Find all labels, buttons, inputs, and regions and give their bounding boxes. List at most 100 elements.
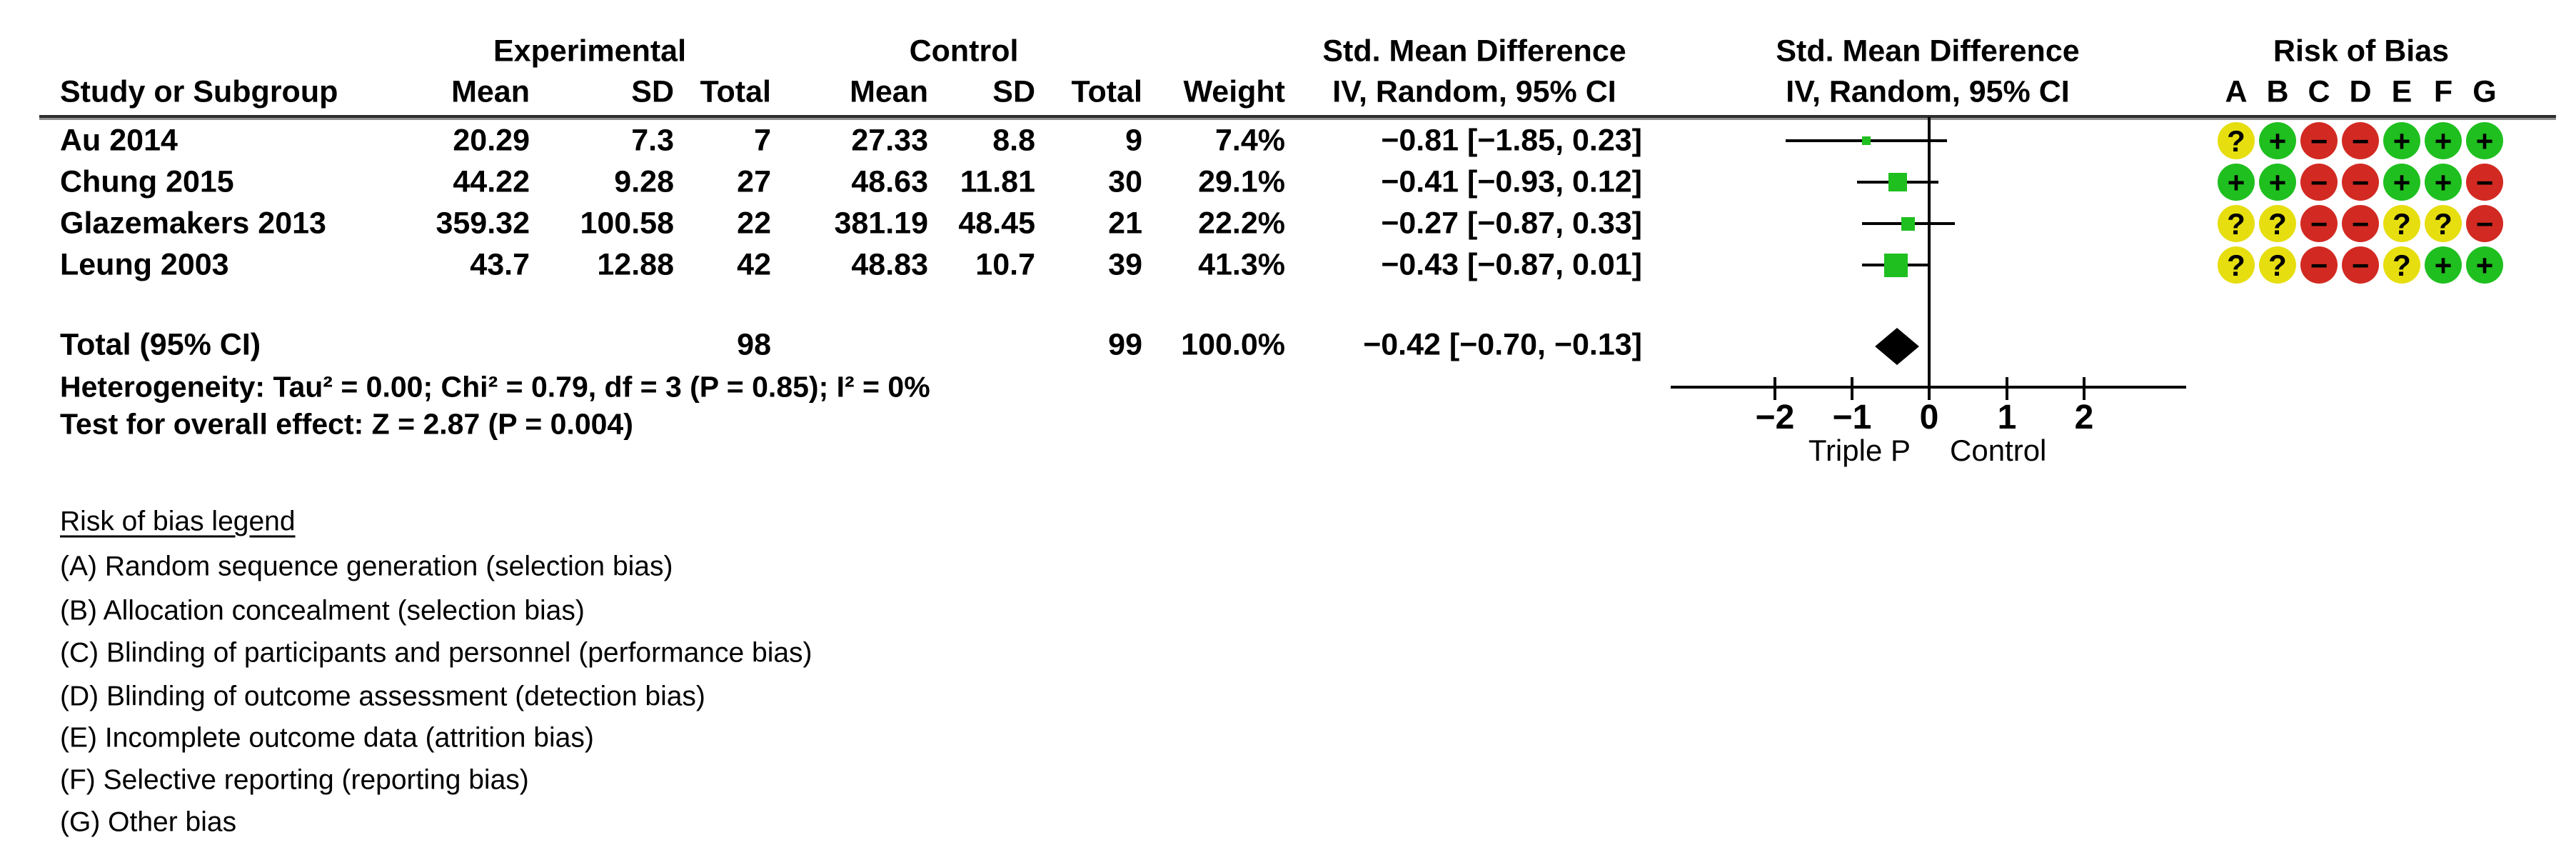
col-header-exp-mean: Mean bbox=[451, 74, 530, 109]
rob-circle: − bbox=[2342, 164, 2379, 201]
col-header-exp-sd: SD bbox=[631, 74, 674, 109]
rob-circle: + bbox=[2383, 122, 2420, 159]
rob-circle: − bbox=[2342, 205, 2379, 242]
col-header-method-table: IV, Random, 95% CI bbox=[1332, 74, 1616, 109]
smd-ci-value: −0.81 [−1.85, 0.23] bbox=[1381, 123, 1642, 158]
x-axis-tick-label: 1 bbox=[1997, 399, 2017, 436]
exp-mean-value: 44.22 bbox=[453, 164, 530, 199]
rob-circle: ? bbox=[2218, 122, 2255, 159]
total-exp-n: 98 bbox=[737, 327, 771, 362]
rob-circle: − bbox=[2300, 164, 2338, 201]
effect-square bbox=[1901, 216, 1916, 231]
col-header-exp-total: Total bbox=[700, 74, 771, 109]
study-name: Chung 2015 bbox=[60, 164, 234, 199]
rob-legend-item-c: (C) Blinding of participants and personn… bbox=[60, 637, 812, 669]
rob-letter-b: B bbox=[2266, 74, 2289, 109]
rob-letter-d: D bbox=[2349, 74, 2372, 109]
smd-ci-value: −0.41 [−0.93, 0.12] bbox=[1381, 164, 1642, 199]
rob-legend-item-e: (E) Incomplete outcome data (attrition b… bbox=[60, 722, 594, 754]
rob-circle: ? bbox=[2425, 205, 2462, 242]
rob-circle: − bbox=[2466, 164, 2503, 201]
exp-total-value: 27 bbox=[737, 164, 771, 199]
col-header-ctrl-total: Total bbox=[1071, 74, 1142, 109]
axis-label-favours-left: Triple P bbox=[1808, 434, 1911, 467]
exp-mean-value: 43.7 bbox=[470, 247, 530, 282]
ctrl-sd-value: 11.81 bbox=[960, 164, 1035, 199]
x-axis-tick bbox=[2006, 377, 2008, 400]
ctrl-mean-value: 48.63 bbox=[851, 164, 928, 199]
rob-legend-item-d: (D) Blinding of outcome assessment (dete… bbox=[60, 681, 705, 712]
heterogeneity-stats: Heterogeneity: Tau² = 0.00; Chi² = 0.79,… bbox=[60, 370, 930, 404]
rob-letter-g: G bbox=[2472, 74, 2497, 109]
overall-effect-stats: Test for overall effect: Z = 2.87 (P = 0… bbox=[60, 407, 633, 441]
rob-legend-item-g: (G) Other bias bbox=[60, 806, 237, 838]
x-axis-tick-label: 0 bbox=[1919, 399, 1939, 436]
exp-mean-value: 20.29 bbox=[453, 123, 530, 158]
col-header-study: Study or Subgroup bbox=[60, 74, 338, 109]
zero-line bbox=[1928, 117, 1931, 389]
rob-circle: + bbox=[2466, 122, 2503, 159]
weight-value: 22.2% bbox=[1198, 206, 1285, 241]
rob-circle: + bbox=[2425, 246, 2462, 284]
exp-total-value: 42 bbox=[737, 247, 771, 282]
effect-square bbox=[1888, 173, 1907, 191]
x-axis-tick bbox=[1773, 377, 1776, 400]
rob-circle: − bbox=[2300, 246, 2338, 284]
col-header-method-plot: IV, Random, 95% CI bbox=[1786, 74, 2070, 109]
x-axis-tick bbox=[2083, 377, 2086, 400]
rob-letter-f: F bbox=[2433, 74, 2453, 109]
col-header-ctrl-sd: SD bbox=[992, 74, 1035, 109]
study-name: Leung 2003 bbox=[60, 247, 229, 282]
group-header-experimental: Experimental bbox=[493, 34, 687, 69]
rob-circle: + bbox=[2425, 122, 2462, 159]
exp-total-value: 7 bbox=[754, 123, 771, 158]
study-name: Glazemakers 2013 bbox=[60, 206, 326, 241]
rob-circle: + bbox=[2259, 122, 2296, 159]
ctrl-sd-value: 48.45 bbox=[958, 206, 1035, 241]
weight-value: 7.4% bbox=[1214, 123, 1285, 158]
ctrl-total-value: 9 bbox=[1125, 123, 1142, 158]
total-ctrl-n: 99 bbox=[1108, 327, 1142, 362]
rob-circle: ? bbox=[2259, 205, 2296, 242]
rob-circle: − bbox=[2300, 205, 2338, 242]
col-header-ctrl-mean: Mean bbox=[850, 74, 928, 109]
smd-ci-value: −0.43 [−0.87, 0.01] bbox=[1381, 247, 1642, 282]
rob-circle: − bbox=[2466, 205, 2503, 242]
x-axis-tick-label: −2 bbox=[1755, 399, 1795, 436]
smd-ci-value: −0.27 [−0.87, 0.33] bbox=[1381, 206, 1642, 241]
group-header-control: Control bbox=[909, 34, 1019, 69]
rob-circle: + bbox=[2259, 164, 2296, 201]
rob-circle: + bbox=[2218, 164, 2255, 201]
ctrl-mean-value: 381.19 bbox=[834, 206, 928, 241]
rob-circle: ? bbox=[2383, 246, 2420, 284]
weight-value: 29.1% bbox=[1198, 164, 1285, 199]
exp-sd-value: 12.88 bbox=[597, 247, 674, 282]
x-axis-tick bbox=[1928, 377, 1931, 400]
study-name: Au 2014 bbox=[60, 123, 178, 158]
rob-legend-item-b: (B) Allocation concealment (selection bi… bbox=[60, 595, 585, 626]
rob-letter-e: E bbox=[2391, 74, 2413, 109]
rob-circle: − bbox=[2342, 246, 2379, 284]
rob-circle: + bbox=[2466, 246, 2503, 284]
ctrl-total-value: 30 bbox=[1108, 164, 1142, 199]
exp-mean-value: 359.32 bbox=[436, 206, 530, 241]
total-weight: 100.0% bbox=[1181, 327, 1285, 362]
rob-legend-item-f: (F) Selective reporting (reporting bias) bbox=[60, 764, 529, 796]
col-header-weight: Weight bbox=[1183, 74, 1285, 109]
weight-value: 41.3% bbox=[1198, 247, 1285, 282]
exp-sd-value: 100.58 bbox=[580, 206, 674, 241]
rob-circle: ? bbox=[2259, 246, 2296, 284]
rob-circle: + bbox=[2383, 164, 2420, 201]
effect-square bbox=[1862, 136, 1871, 145]
total-smd-ci: −0.42 [−0.70, −0.13] bbox=[1363, 327, 1642, 362]
rob-letter-a: A bbox=[2225, 74, 2248, 109]
effect-square bbox=[1883, 253, 1908, 277]
rob-circle: ? bbox=[2218, 246, 2255, 284]
total-label: Total (95% CI) bbox=[60, 327, 261, 362]
rob-circle: − bbox=[2300, 122, 2338, 159]
x-axis-tick-label: −1 bbox=[1832, 399, 1872, 436]
ctrl-total-value: 39 bbox=[1108, 247, 1142, 282]
exp-total-value: 22 bbox=[737, 206, 771, 241]
exp-sd-value: 7.3 bbox=[631, 123, 674, 158]
